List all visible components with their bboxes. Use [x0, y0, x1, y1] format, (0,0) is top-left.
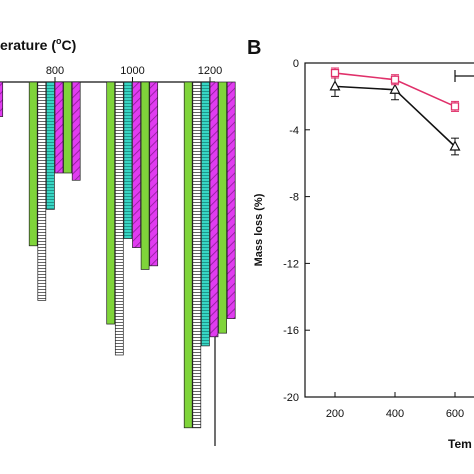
panel-a-bar — [28, 81, 38, 247]
panel-b-ytick-label: 0 — [293, 58, 299, 70]
panel-b-legend-fragment — [454, 70, 474, 82]
panel-a-bar — [140, 81, 150, 270]
panel-b-point-triangle — [329, 80, 341, 91]
panel-a-bar-chart: erature (oC) 800 1000 1200 — [0, 36, 236, 446]
panel-a-bar — [71, 81, 81, 181]
panel-a-bar — [63, 81, 72, 174]
panel-b-ytick-label: -16 — [283, 325, 299, 337]
panel-a-xlabel: erature (oC) — [0, 36, 76, 53]
panel-b-xtick-label: 200 — [326, 408, 344, 420]
panel-a-xtick-label: 1200 — [198, 65, 222, 77]
panel-a-bar — [0, 81, 4, 117]
panel-a-bar — [218, 81, 227, 334]
panel-a-bar — [37, 81, 47, 301]
panel-a-bar — [106, 81, 116, 325]
panel-a-bar — [209, 81, 219, 338]
panel-b-xtick-label: 400 — [386, 408, 404, 420]
panel-b-point-square — [450, 102, 460, 111]
panel-a-bar — [149, 81, 159, 267]
panel-b-ytick-label: -12 — [283, 258, 299, 270]
panel-a-bar — [132, 81, 141, 248]
panel-b-point-triangle — [449, 140, 461, 151]
panel-a-bar — [123, 81, 133, 239]
panel-a-bar — [201, 81, 210, 347]
panel-b-ylabel: Mass loss (%) — [253, 193, 265, 266]
panel-a-bar — [192, 81, 202, 429]
panel-b-ytick-label: -8 — [289, 192, 299, 204]
panel-b-xtick-label: 600 — [446, 408, 464, 420]
panel-b-label: B — [247, 37, 261, 59]
panel-a-bar — [46, 81, 55, 210]
panel-b-point-triangle — [389, 83, 401, 94]
panel-a-bar — [114, 81, 124, 356]
panel-a-bar — [183, 81, 193, 429]
panel-a-xtick-label: 800 — [46, 65, 64, 77]
panel-a-bar — [54, 81, 64, 174]
panel-b-line-chart: B Mass loss (%) Tem 0 -4 -8 -12 -16 -20 200 400… — [247, 37, 474, 451]
panel-b-xlabel: Tem — [448, 437, 472, 451]
panel-b-ytick-label: -20 — [283, 392, 299, 404]
panel-a-bar — [226, 81, 236, 319]
panel-b-point-square — [330, 68, 340, 78]
panel-a-xtick-label: 1000 — [120, 65, 144, 77]
panel-b-point-square — [390, 75, 400, 84]
panel-b-ytick-label: -4 — [289, 125, 299, 137]
panel-b-plot-frame — [304, 62, 474, 398]
